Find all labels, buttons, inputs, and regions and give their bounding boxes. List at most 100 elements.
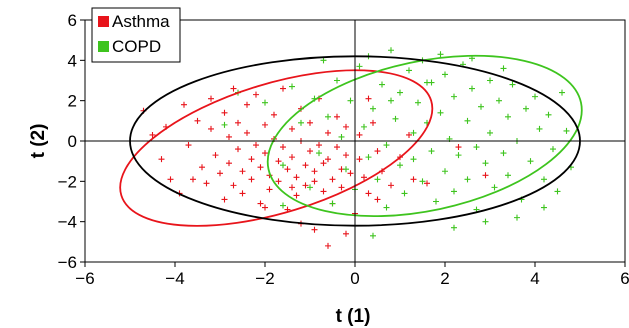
data-point xyxy=(262,204,268,211)
data-point xyxy=(451,93,457,100)
data-point xyxy=(226,133,232,140)
data-point xyxy=(253,91,259,98)
data-point xyxy=(221,109,228,116)
data-point xyxy=(356,156,363,163)
data-point xyxy=(280,85,286,92)
data-point xyxy=(253,142,259,149)
data-point xyxy=(442,168,448,175)
data-point xyxy=(455,152,462,159)
data-point xyxy=(383,204,390,211)
data-point xyxy=(329,200,336,207)
data-point xyxy=(316,150,322,157)
data-point xyxy=(284,166,291,173)
data-point xyxy=(325,242,331,249)
data-point xyxy=(410,156,417,163)
data-point xyxy=(415,99,421,106)
data-point xyxy=(271,111,277,118)
data-point xyxy=(532,93,538,100)
data-point xyxy=(343,166,349,173)
data-point xyxy=(374,176,381,183)
data-point xyxy=(208,95,214,102)
data-point xyxy=(559,89,565,96)
data-point xyxy=(185,142,192,149)
x-tick-label: 2 xyxy=(440,269,449,288)
y-tick-label: −4 xyxy=(58,213,77,232)
data-point xyxy=(334,113,340,120)
data-point xyxy=(397,89,403,96)
data-point xyxy=(410,176,417,183)
data-point xyxy=(158,156,165,163)
x-axis-title: t (1) xyxy=(336,306,371,327)
data-point xyxy=(343,123,349,130)
confidence-ellipse-asthma xyxy=(119,69,434,227)
data-point xyxy=(419,178,426,185)
data-point xyxy=(401,190,408,197)
data-point xyxy=(365,95,372,102)
data-point xyxy=(262,150,268,157)
data-point xyxy=(298,119,304,126)
data-point xyxy=(343,230,349,237)
data-point xyxy=(244,101,250,108)
data-point xyxy=(289,154,295,161)
data-point xyxy=(347,170,354,177)
data-point xyxy=(149,131,156,138)
data-point xyxy=(275,158,282,165)
data-point xyxy=(505,172,511,179)
data-point xyxy=(275,178,282,185)
data-point xyxy=(262,99,268,106)
x-tick-label: −2 xyxy=(255,269,274,288)
data-point xyxy=(500,65,507,72)
data-point xyxy=(334,144,340,151)
data-point xyxy=(280,202,286,209)
data-point xyxy=(280,162,286,169)
data-point xyxy=(388,47,394,54)
confidence-ellipse-copd xyxy=(266,54,583,218)
data-point xyxy=(343,152,349,159)
data-point xyxy=(244,129,250,136)
data-point xyxy=(536,125,543,132)
y-tick-label: 2 xyxy=(68,92,77,111)
legend: Asthma COPD xyxy=(91,7,181,63)
data-point xyxy=(361,123,367,130)
data-point xyxy=(374,148,381,155)
data-point xyxy=(437,109,444,116)
data-point xyxy=(334,77,340,84)
data-point xyxy=(248,156,255,163)
data-point xyxy=(212,152,219,159)
data-point xyxy=(289,83,295,90)
data-point xyxy=(541,204,547,211)
data-point xyxy=(221,121,228,128)
data-point xyxy=(239,190,246,197)
legend-label-asthma: Asthma xyxy=(112,12,170,31)
x-tick-label: 4 xyxy=(530,269,539,288)
data-point xyxy=(239,168,246,175)
data-point xyxy=(311,226,318,233)
data-point xyxy=(433,198,439,205)
data-point xyxy=(208,125,214,132)
data-point xyxy=(329,176,336,183)
data-point xyxy=(325,129,331,136)
data-point xyxy=(379,81,385,88)
data-point xyxy=(370,105,376,112)
y-tick-label: −6 xyxy=(58,253,77,272)
data-point xyxy=(392,115,399,122)
data-point xyxy=(320,57,327,64)
data-point xyxy=(293,174,300,181)
data-point xyxy=(482,218,489,225)
data-point xyxy=(365,190,372,197)
data-point xyxy=(428,148,435,155)
data-point xyxy=(383,142,390,149)
data-point xyxy=(523,105,529,112)
data-point xyxy=(307,148,313,155)
data-point xyxy=(266,186,273,193)
data-point xyxy=(491,184,498,191)
data-point xyxy=(320,160,327,167)
x-tick-label: −4 xyxy=(165,269,184,288)
data-point xyxy=(406,131,412,138)
data-point xyxy=(482,160,489,167)
data-point xyxy=(347,97,354,104)
data-point xyxy=(545,111,552,118)
data-point xyxy=(199,164,205,171)
data-point xyxy=(361,174,367,181)
